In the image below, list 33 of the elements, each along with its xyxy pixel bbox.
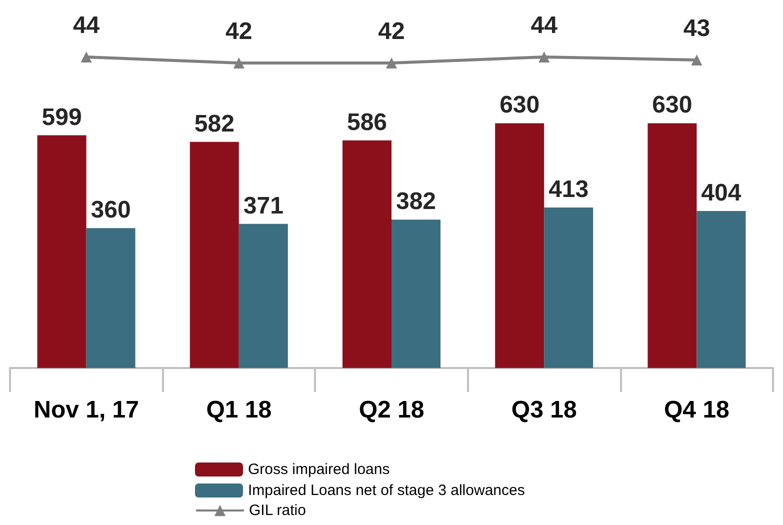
legend-label: Gross impaired loans (248, 461, 390, 478)
legend-label: GIL ratio (249, 502, 306, 519)
data-label: 382 (396, 188, 436, 216)
bar (190, 142, 239, 368)
bar (86, 228, 136, 368)
bar (495, 123, 544, 368)
bar (648, 123, 697, 368)
bar (238, 224, 288, 368)
data-label: 43 (683, 15, 710, 42)
bar (37, 135, 86, 368)
bar (392, 220, 440, 368)
data-label: 413 (548, 176, 589, 204)
bar (696, 211, 746, 368)
data-label: 371 (243, 192, 284, 220)
data-label: 42 (378, 18, 405, 45)
legend-label: Impaired Loans net of stage 3 allowances (248, 482, 525, 499)
data-label: 42 (226, 18, 252, 45)
bar (342, 140, 392, 368)
data-label: 630 (652, 92, 692, 119)
data-label: 582 (194, 110, 234, 138)
x-tick-label: Q3 18 (511, 396, 577, 424)
x-tick-label: Nov 1, 17 (34, 396, 139, 424)
x-tick-label: Q4 18 (664, 396, 730, 424)
data-label: 599 (42, 104, 82, 131)
data-label: 360 (90, 196, 131, 224)
data-label: 404 (701, 180, 742, 207)
x-tick-label: Q1 18 (206, 396, 272, 424)
x-tick-label: Q2 18 (358, 396, 424, 424)
bar (544, 208, 594, 368)
data-label: 586 (346, 108, 388, 136)
data-label: 44 (72, 12, 100, 39)
data-label: 630 (500, 92, 540, 119)
data-label: 44 (530, 12, 558, 39)
